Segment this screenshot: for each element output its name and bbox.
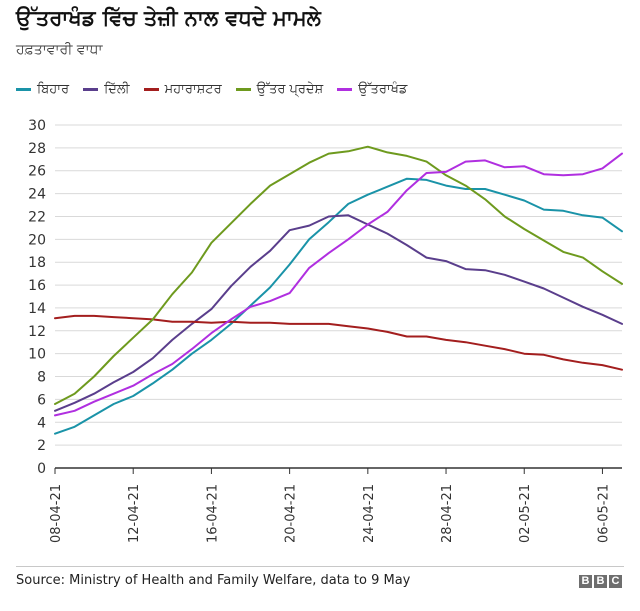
legend-swatch-uttarakhand	[337, 88, 353, 91]
legend-item-delhi: ਦਿੱਲੀ	[83, 82, 130, 97]
legend-item-up: ਉੱਤਰ ਪ੍ਰਦੇਸ਼	[235, 82, 324, 97]
y-tick-label-24: 24	[28, 187, 46, 203]
x-tick-label-20-04-21: 20-04-21	[284, 484, 299, 543]
y-tick-label-28: 28	[28, 141, 46, 157]
footer-divider	[16, 566, 624, 567]
x-tick-label-28-04-21: 28-04-21	[440, 484, 455, 543]
y-tick-label-10: 10	[28, 347, 46, 363]
legend-label-up: ਉੱਤਰ ਪ੍ਰਦੇਸ਼	[256, 82, 324, 97]
legend-label-bihar: ਬਿਹਾਰ	[37, 82, 70, 97]
y-tick-label-0: 0	[37, 461, 46, 477]
series-line-up	[54, 145, 623, 405]
x-tick-label-24-04-21: 24-04-21	[362, 484, 377, 543]
x-tick-label-16-04-21: 16-04-21	[205, 484, 220, 543]
y-tick-label-26: 26	[28, 164, 46, 180]
legend-swatch-up	[235, 88, 251, 91]
y-tick-label-30: 30	[28, 118, 46, 134]
x-tick-label-02-05-21: 02-05-21	[518, 484, 533, 543]
y-tick-label-12: 12	[28, 324, 46, 340]
y-tick-label-22: 22	[28, 209, 46, 225]
y-tick-label-2: 2	[37, 438, 46, 454]
y-tick-label-6: 6	[37, 392, 46, 408]
legend: ਬਿਹਾਰ ਦਿੱਲੀ ਮਹਾਰਾਸ਼ਟਰ ਉੱਤਰ ਪ੍ਰਦੇਸ਼ ਉੱਤਰਾ…	[16, 82, 407, 97]
legend-item-maharashtra: ਮਹਾਰਾਸ਼ਟਰ	[143, 82, 222, 97]
y-tick-label-20: 20	[28, 232, 46, 248]
y-tick-label-14: 14	[28, 301, 46, 317]
legend-label-delhi: ਦਿੱਲੀ	[104, 82, 130, 97]
bbc-logo-letter: C	[609, 575, 622, 588]
x-tick-label-08-04-21: 08-04-21	[49, 484, 64, 543]
y-tick-label-4: 4	[37, 415, 46, 431]
series-line-bihar	[54, 177, 623, 435]
legend-swatch-maharashtra	[143, 88, 159, 91]
series-line-uttarakhand	[54, 152, 623, 417]
source-note: Source: Ministry of Health and Family We…	[16, 573, 411, 588]
series-line-delhi	[54, 214, 623, 412]
chart-subtitle: ਹਫ਼ਤਾਵਾਰੀ ਵਾਧਾ	[16, 42, 103, 58]
bbc-logo-letter: B	[594, 575, 607, 588]
y-tick-label-16: 16	[28, 278, 46, 294]
legend-label-maharashtra: ਮਹਾਰਾਸ਼ਟਰ	[164, 82, 222, 97]
legend-item-bihar: ਬਿਹਾਰ	[16, 82, 69, 97]
legend-swatch-delhi	[83, 88, 99, 91]
bbc-logo: B B C	[579, 575, 622, 588]
chart-title: ਉੱਤਰਾਖੰਡ ਵਿੱਚ ਤੇਜ਼ੀ ਨਾਲ ਵਧਦੇ ਮਾਮਲੇ	[16, 6, 321, 30]
x-tick-label-06-05-21: 06-05-21	[596, 484, 611, 543]
series-line-maharashtra	[54, 314, 623, 371]
legend-item-uttarakhand: ਉੱਤਰਾਖੰਡ	[337, 82, 407, 97]
bbc-logo-letter: B	[579, 575, 592, 588]
legend-swatch-bihar	[16, 88, 31, 91]
legend-label-uttarakhand: ਉੱਤਰਾਖੰਡ	[358, 82, 408, 97]
x-tick-label-12-04-21: 12-04-21	[127, 484, 142, 543]
y-tick-label-18: 18	[28, 255, 46, 271]
y-tick-label-8: 8	[37, 370, 46, 386]
